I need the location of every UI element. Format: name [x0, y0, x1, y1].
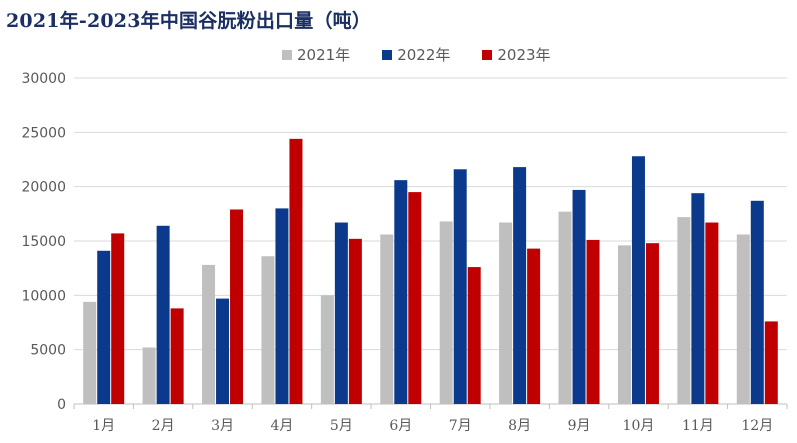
legend-item-2022: 2022年 [382, 44, 450, 65]
legend-swatch-2023 [482, 49, 493, 60]
legend-item-2023: 2023年 [482, 44, 551, 65]
y-tick-label: 30000 [21, 71, 66, 87]
x-tick-label: 6月 [389, 418, 412, 434]
legend-item-2021: 2021年 [282, 44, 350, 65]
x-tick-label: 9月 [568, 418, 591, 434]
y-tick-label: 15000 [21, 234, 66, 250]
y-tick-label: 0 [57, 397, 66, 413]
x-tick-label: 8月 [508, 418, 531, 434]
x-tick-label: 4月 [270, 418, 293, 434]
bar-2021-10 [617, 245, 631, 404]
bar-2021-8 [499, 222, 513, 404]
bar-2023-9 [586, 239, 600, 404]
bar-2021-12 [736, 234, 750, 404]
bar-2022-3 [216, 298, 230, 404]
bar-2021-1 [83, 301, 97, 404]
bar-2023-12 [764, 321, 778, 404]
legend-swatch-2022 [382, 49, 393, 60]
bar-2023-8 [527, 248, 541, 404]
x-tick-label: 1月 [92, 418, 115, 434]
bar-2022-8 [513, 167, 527, 404]
bar-2023-2 [170, 308, 184, 404]
y-tick-label: 20000 [21, 180, 66, 196]
x-tick-label: 11月 [682, 418, 714, 434]
bar-2022-12 [750, 200, 764, 404]
legend-label-2021: 2021年 [297, 46, 351, 64]
bar-2022-7 [453, 169, 467, 404]
bar-2023-10 [645, 243, 659, 404]
bar-2023-5 [348, 238, 362, 404]
bar-2023-4 [289, 138, 303, 404]
chart-title: 2021年-2023年中国谷朊粉出口量（吨） [6, 10, 372, 32]
bar-2021-11 [677, 217, 691, 404]
bar-2023-3 [230, 209, 244, 404]
bar-2023-11 [705, 222, 719, 404]
bar-2021-7 [439, 221, 453, 404]
legend-label-2023: 2023年 [497, 46, 551, 64]
bar-2023-1 [111, 233, 125, 404]
bar-2021-3 [202, 264, 216, 404]
bar-2022-10 [631, 156, 645, 404]
bar-2022-1 [97, 250, 111, 404]
x-tick-label: 10月 [623, 418, 655, 434]
y-tick-label: 10000 [21, 288, 66, 304]
bar-2022-6 [394, 180, 408, 404]
x-tick-label: 12月 [741, 418, 773, 434]
bar-2021-6 [380, 234, 394, 404]
bar-2022-2 [156, 225, 170, 404]
bar-2023-6 [408, 192, 422, 404]
y-tick-label: 5000 [30, 343, 66, 359]
x-tick-label: 3月 [211, 418, 234, 434]
bar-2022-9 [572, 189, 586, 404]
bar-2021-2 [142, 347, 156, 404]
legend: 2021年 2022年 2023年 [282, 44, 551, 65]
bar-2023-7 [467, 267, 481, 404]
y-tick-label: 25000 [21, 125, 66, 141]
bar-2022-4 [275, 208, 289, 404]
bar-2022-11 [691, 193, 705, 404]
bar-2021-5 [320, 295, 334, 404]
legend-label-2022: 2022年 [397, 46, 451, 64]
legend-swatch-2021 [282, 49, 292, 60]
x-tick-label: 5月 [330, 418, 353, 434]
x-tick-label: 7月 [449, 418, 472, 434]
bar-2022-5 [334, 222, 348, 404]
bar-2021-9 [558, 211, 572, 404]
x-tick-label: 2月 [152, 418, 175, 434]
bar-2021-4 [261, 256, 275, 404]
